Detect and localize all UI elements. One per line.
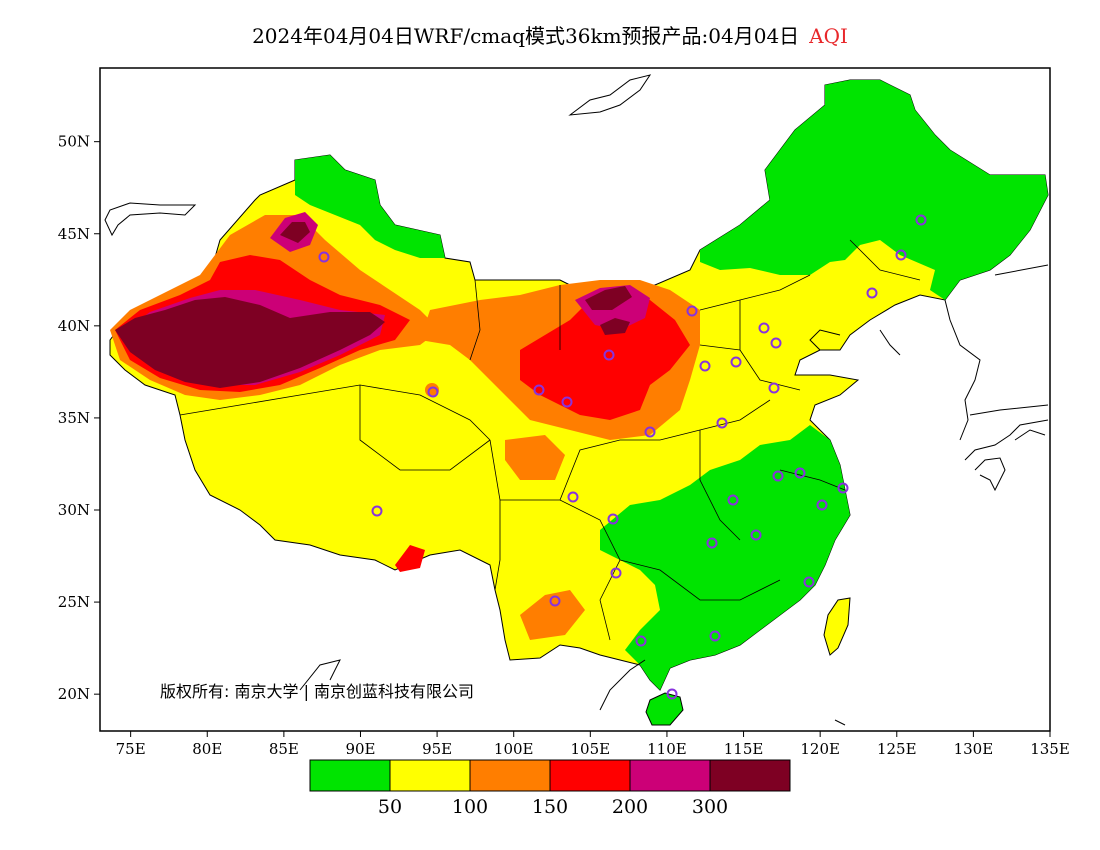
sensitive-patch-yunnan [520,590,585,640]
city-marker [644,426,656,438]
city-marker [607,513,619,525]
lon-tick-label: 130E [954,740,994,758]
legend-swatch [629,759,711,792]
hazardous-loess-south [600,318,630,335]
city-marker [816,499,828,511]
legend-tick-labels: 50 100 150 200 300 [378,796,728,818]
city-marker [727,494,739,506]
city-marker [610,567,622,579]
lon-tick-label: 125E [877,740,917,758]
city-marker [706,537,718,549]
lon-tick-label: 95E [422,740,452,758]
city-marker [635,635,647,647]
lat-tick-label: 45N [58,225,90,243]
copyright-text: 版权所有: 南京大学 | 南京创蓝科技有限公司 [160,682,474,701]
city-marker [318,251,330,263]
lon-tick-label: 80E [192,740,222,758]
city-marker [803,576,815,588]
lon-tick-label: 135E [1030,740,1070,758]
city-marker [427,386,439,398]
city-markers [318,214,927,700]
legend-swatch [469,759,551,792]
latitude-axis: 50N 45N 40N 35N 30N 25N 20N [58,133,100,703]
hazardous-loess-north [585,286,632,310]
aqi-legend [309,759,791,792]
lat-tick-label: 50N [58,133,90,151]
city-marker [603,349,615,361]
city-marker [533,384,545,396]
lat-tick-label: 20N [58,685,90,703]
title-variable: AQI [809,24,848,48]
legend-swatch [389,759,471,792]
city-marker [709,630,721,642]
taiwan-island [823,597,851,656]
city-marker [758,322,770,334]
city-marker [768,382,780,394]
legend-label: 150 [532,796,568,818]
city-marker [567,491,579,503]
title-text: 2024年04月04日WRF/cmaq模式36km预报产品:04月04日 [252,24,800,48]
city-marker [915,214,927,226]
legend-swatch [549,759,631,792]
city-marker [794,467,806,479]
lon-tick-label: 110E [647,740,687,758]
lon-tick-label: 75E [116,740,146,758]
city-marker [716,417,728,429]
city-marker [699,360,711,372]
lat-tick-label: 40N [58,317,90,335]
city-marker [666,688,678,700]
good-northeast [700,80,1048,300]
unhealthy-patch-tibet [395,545,425,572]
legend-label: 100 [452,796,488,818]
city-marker [549,595,561,607]
legend-label: 300 [692,796,728,818]
city-marker [750,529,762,541]
map-frame [99,67,1051,732]
lon-tick-label: 120E [800,740,840,758]
city-marker [686,305,698,317]
lon-tick-label: 85E [269,740,299,758]
city-marker [730,356,742,368]
lon-tick-label: 105E [571,740,611,758]
sensitive-patch-sichuan [505,435,565,480]
lon-tick-label: 100E [494,740,534,758]
city-marker [866,287,878,299]
legend-swatch [309,759,391,792]
legend-swatch [709,759,791,792]
city-marker [371,505,383,517]
lon-tick-label: 115E [724,740,764,758]
map-title: 2024年04月04日WRF/cmaq模式36km预报产品:04月04日 AQI [0,20,1100,49]
legend-label: 50 [378,796,402,818]
good-northwest [295,155,445,258]
good-south [600,425,850,690]
legend-label: 200 [612,796,648,818]
coastlines [104,74,1049,726]
hazardous-tarim [115,297,385,388]
city-marker [895,249,907,261]
city-marker [561,396,573,408]
lon-tick-label: 90E [345,740,375,758]
hainan-island [645,692,684,726]
map-content: 版权所有: 南京大学 | 南京创蓝科技有限公司 [104,74,1049,726]
longitude-axis: 75E 80E 85E 90E 95E 100E 105E 110E 115E 120E 125E 1… [116,731,1070,758]
city-marker [837,482,849,494]
city-marker [772,470,784,482]
lat-tick-label: 25N [58,593,90,611]
lat-tick-label: 35N [58,409,90,427]
province-boundaries [179,239,921,641]
hazardous-junggar [280,222,310,243]
city-marker [770,337,782,349]
lat-tick-label: 30N [58,501,90,519]
